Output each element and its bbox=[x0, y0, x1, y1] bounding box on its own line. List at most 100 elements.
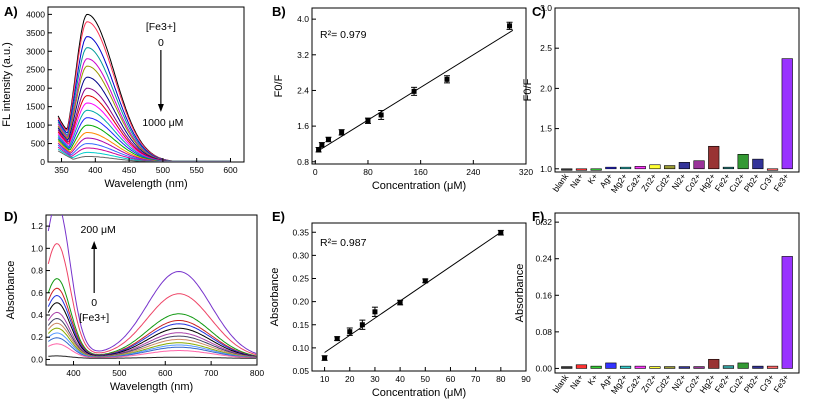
x-axis-title: Wavelength (nm) bbox=[110, 381, 193, 393]
arrow-head bbox=[91, 241, 98, 249]
y-tick-label: 3.2 bbox=[297, 50, 309, 60]
ion-annotation: [Fe3+] bbox=[146, 21, 176, 33]
arrow-head bbox=[157, 104, 164, 112]
y-tick-label: 2.5 bbox=[540, 43, 552, 53]
category-label: Ca2+ bbox=[624, 372, 644, 395]
bar bbox=[752, 158, 764, 170]
x-tick-label: 70 bbox=[471, 374, 481, 384]
panel-b: B) 0 80 160 240 320 Concentration (μM) 0.8 1.6 2.… bbox=[272, 4, 533, 192]
bar bbox=[766, 168, 779, 171]
x-tick-label: 800 bbox=[250, 368, 264, 378]
bar bbox=[575, 168, 588, 171]
bar bbox=[605, 166, 617, 170]
y-tick-label: 0.35 bbox=[292, 227, 309, 237]
y-tick-label: 0.16 bbox=[535, 290, 552, 300]
y-tick-label: 0.6 bbox=[31, 288, 43, 298]
x-tick-label: 80 bbox=[496, 374, 506, 384]
data-point bbox=[444, 76, 450, 82]
x-tick-label: 320 bbox=[519, 167, 533, 177]
bar bbox=[722, 365, 735, 369]
data-point bbox=[365, 118, 371, 124]
y-tick-label: 0.10 bbox=[292, 343, 309, 353]
y-tick-label: 0.20 bbox=[292, 297, 309, 307]
bar bbox=[664, 366, 676, 369]
bar bbox=[619, 166, 632, 170]
spectrum-line bbox=[48, 337, 257, 359]
panel-d: D) 400 500 600 700 800 Wavelength (nm) 0.0 0.2 0.… bbox=[4, 209, 264, 393]
start-annotation: 0 bbox=[91, 297, 97, 309]
r-squared-annotation: R²= 0.979 bbox=[320, 29, 367, 41]
x-axis-title: Concentration (μM) bbox=[372, 387, 466, 399]
bar bbox=[781, 58, 793, 170]
bar bbox=[708, 358, 720, 369]
y-tick-label: 0 bbox=[40, 157, 45, 167]
y-axis-title: Absorbance bbox=[514, 264, 526, 323]
x-tick-label: 30 bbox=[370, 374, 380, 384]
x-tick-label: 50 bbox=[421, 374, 431, 384]
data-point bbox=[378, 112, 384, 118]
bar bbox=[766, 365, 779, 369]
bar bbox=[693, 160, 705, 170]
x-tick-label: 60 bbox=[446, 374, 456, 384]
category-label: Cd2+ bbox=[653, 171, 673, 194]
x-tick-label: 80 bbox=[363, 167, 373, 177]
data-point bbox=[372, 309, 378, 315]
panel-label: D) bbox=[4, 209, 18, 224]
y-axis-title: F0/F bbox=[522, 78, 534, 101]
data-point bbox=[316, 147, 322, 153]
spectrum-line bbox=[48, 355, 257, 359]
y-tick-label: 2.4 bbox=[297, 85, 309, 95]
x-tick-label: 400 bbox=[88, 165, 102, 175]
bar bbox=[619, 365, 632, 369]
data-point bbox=[411, 88, 417, 94]
x-axis-title: Wavelength (nm) bbox=[104, 178, 187, 190]
y-tick-label: 1000 bbox=[26, 120, 45, 130]
panel-label: A) bbox=[4, 4, 18, 19]
data-point bbox=[319, 142, 325, 148]
panel-label: C) bbox=[532, 4, 546, 19]
x-axis-title: Concentration (μM) bbox=[372, 180, 466, 192]
y-axis-title: Absorbance bbox=[269, 268, 281, 327]
category-label: Cu2+ bbox=[727, 171, 747, 194]
panel-label: F) bbox=[532, 209, 544, 224]
category-label: Mg2+ bbox=[609, 171, 630, 194]
y-tick-label: 1.0 bbox=[31, 243, 43, 253]
bar bbox=[590, 168, 602, 171]
bar bbox=[781, 256, 793, 369]
spectrum-line bbox=[47, 287, 257, 357]
data-point bbox=[397, 300, 403, 306]
spectrum-line bbox=[47, 322, 257, 358]
category-label: Fe3+ bbox=[771, 372, 790, 394]
data-point bbox=[325, 136, 331, 142]
data-point bbox=[322, 355, 328, 361]
x-tick-label: 10 bbox=[320, 374, 330, 384]
data-point bbox=[498, 230, 504, 236]
bar bbox=[590, 365, 602, 369]
y-tick-label: 0.4 bbox=[31, 310, 43, 320]
bar bbox=[575, 364, 588, 369]
y-axis-title: FL intensity (a.u.) bbox=[1, 42, 13, 127]
category-label: Cu2+ bbox=[727, 372, 747, 395]
y-tick-label: 4.0 bbox=[297, 14, 309, 24]
bar bbox=[649, 366, 661, 369]
x-tick-label: 40 bbox=[395, 374, 405, 384]
x-tick-label: 600 bbox=[223, 165, 237, 175]
spectrum-line bbox=[48, 343, 257, 359]
y-tick-label: 1.5 bbox=[540, 124, 552, 134]
data-point bbox=[347, 329, 353, 335]
x-tick-label: 20 bbox=[345, 374, 355, 384]
y-tick-label: 4000 bbox=[26, 9, 45, 19]
spectrum-line bbox=[47, 327, 257, 358]
panel-label: B) bbox=[272, 4, 286, 19]
y-tick-label: 0.8 bbox=[297, 157, 309, 167]
bar bbox=[722, 166, 735, 170]
bar bbox=[561, 366, 573, 369]
x-tick-label: 350 bbox=[54, 165, 68, 175]
y-tick-label: 0.25 bbox=[292, 274, 309, 284]
y-tick-label: 0.24 bbox=[535, 254, 552, 264]
x-tick-label: 160 bbox=[414, 167, 428, 177]
plot-frame bbox=[311, 7, 527, 165]
spectrum-line bbox=[57, 150, 230, 162]
